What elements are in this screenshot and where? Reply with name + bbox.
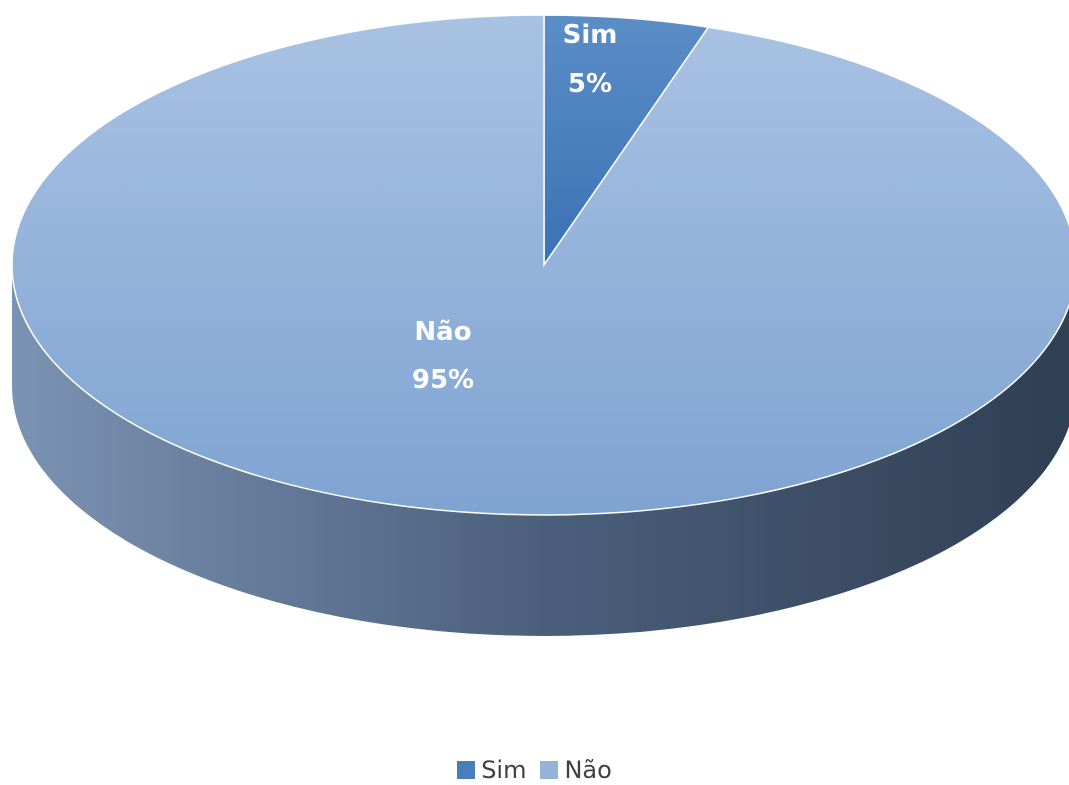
data-label-name-sim: Sim (563, 20, 618, 50)
pie-side-wall (12, 265, 1069, 636)
legend-swatch-sim (457, 761, 476, 779)
legend: Sim Não (0, 756, 1069, 784)
legend-item-nao: Não (540, 756, 612, 784)
pie-slice-sim (543, 14, 710, 268)
data-label-value-nao: 95% (412, 365, 474, 395)
pie-slice-nao (11, 14, 1069, 516)
legend-swatch-nao (540, 761, 559, 779)
data-label-name-nao: Não (414, 317, 471, 347)
legend-label-sim: Sim (481, 756, 527, 784)
data-label-value-sim: 5% (568, 69, 612, 99)
legend-item-sim: Sim (457, 756, 526, 784)
legend-label-nao: Não (564, 756, 612, 784)
